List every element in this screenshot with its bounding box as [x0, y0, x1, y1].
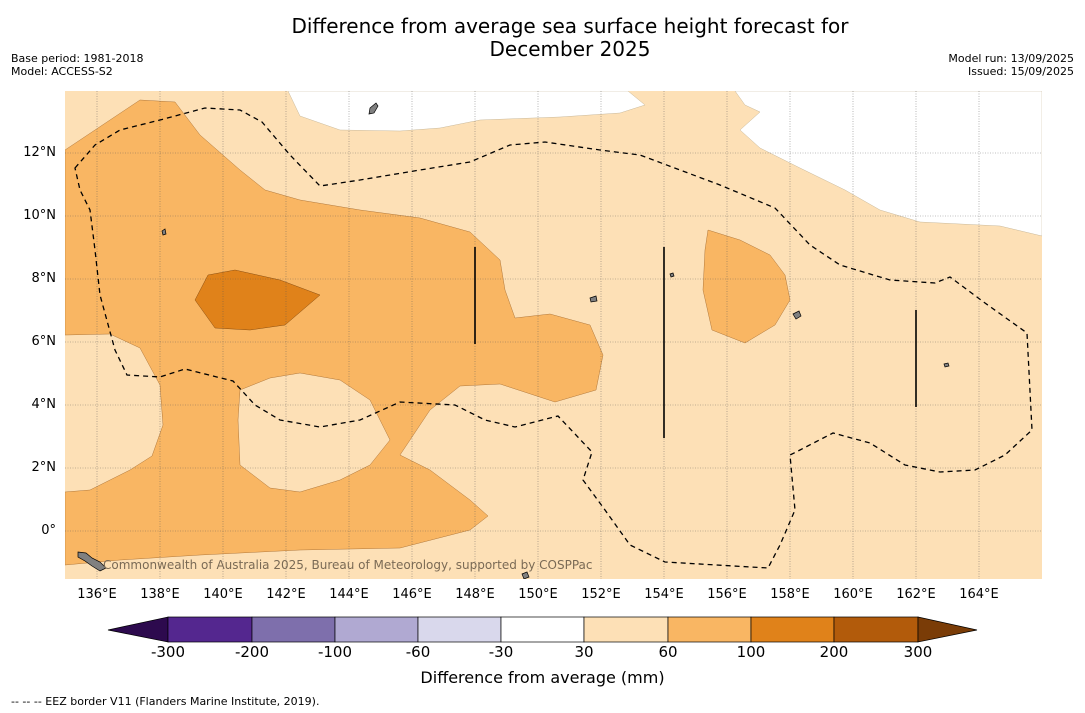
colorbar-tick: 30 [574, 643, 594, 661]
colorbar-bin [583, 616, 669, 643]
lon-label: 152°E [581, 587, 621, 602]
lon-label: 162°E [896, 587, 936, 602]
colorbar-tick: -60 [405, 643, 431, 661]
lon-label: 154°E [644, 587, 684, 602]
colorbar-extend-high [917, 616, 978, 643]
lat-label: 2°N [31, 460, 57, 475]
island [521, 571, 530, 579]
map-title: Difference from average sea surface heig… [291, 14, 849, 61]
lat-label: 12°N [23, 145, 56, 160]
lat-label: 6°N [31, 334, 57, 349]
island [943, 362, 950, 368]
colorbar-bin [167, 616, 253, 643]
lon-label: 146°E [392, 587, 432, 602]
lon-label: 158°E [770, 587, 810, 602]
eez-border [74, 107, 1033, 569]
lon-label: 140°E [203, 587, 243, 602]
lat-label: 0° [41, 523, 56, 538]
colorbar-bin [334, 616, 419, 643]
contour-60-100-west [65, 99, 604, 566]
contour-60-100-east [702, 229, 791, 344]
contour-100-200 [194, 269, 321, 331]
colorbar-tick: 100 [736, 643, 766, 661]
colorbar-tick: 200 [819, 643, 849, 661]
colorbar-label: Difference from average (mm) [420, 668, 665, 687]
lat-label: 4°N [31, 397, 57, 412]
colorbar-tick: 300 [903, 643, 933, 661]
contour-white-northeast [734, 91, 1042, 237]
colorbar-tick: 60 [658, 643, 678, 661]
lon-label: 164°E [959, 587, 999, 602]
island [792, 310, 802, 320]
island [669, 272, 675, 278]
colorbar-tick: -200 [234, 643, 270, 661]
colorbar-bin [251, 616, 336, 643]
colorbar-tick: -300 [150, 643, 186, 661]
issued-date: Issued: 15/09/2025 [967, 65, 1074, 78]
colorbar-bin [833, 616, 919, 643]
lon-label: 142°E [266, 587, 306, 602]
lon-label: 136°E [77, 587, 117, 602]
islands [77, 102, 950, 579]
lon-label: 156°E [707, 587, 747, 602]
island [589, 295, 598, 303]
island [77, 551, 107, 572]
lat-label: 8°N [31, 271, 57, 286]
colorbar-extend-low [107, 616, 169, 643]
meta-left: Base period: 1981-2018 Model: ACCESS-S2 [11, 52, 143, 78]
lon-label: 144°E [329, 587, 369, 602]
colorbar-bin [667, 616, 752, 643]
graticule [65, 91, 1042, 579]
lon-label: 138°E [140, 587, 180, 602]
colorbar [107, 616, 978, 643]
model-run: Model run: 13/09/2025 [948, 52, 1074, 65]
colorbar-tick: -30 [488, 643, 514, 661]
model-name: Model: ACCESS-S2 [11, 65, 113, 78]
lon-label: 160°E [833, 587, 873, 602]
lon-label: 148°E [455, 587, 495, 602]
island [161, 228, 167, 236]
map-area [65, 91, 1042, 579]
lat-label: 10°N [23, 208, 56, 223]
contour-white-north [287, 91, 646, 132]
colorbar-tick: -100 [317, 643, 353, 661]
base-period: Base period: 1981-2018 [11, 52, 144, 65]
footnote: -- -- -- EEZ border V11 (Flanders Marine… [11, 695, 320, 708]
copyright-text: Commonwealth of Australia 2025, Bureau o… [103, 558, 593, 572]
colorbar-bin [500, 616, 585, 643]
meta-right: Model run: 13/09/2025 Issued: 15/09/2025 [948, 52, 1074, 78]
colorbar-bin [750, 616, 835, 643]
island [368, 102, 379, 115]
lon-label: 150°E [518, 587, 558, 602]
colorbar-bin [417, 616, 502, 643]
contour-30-60-inner [237, 372, 391, 493]
